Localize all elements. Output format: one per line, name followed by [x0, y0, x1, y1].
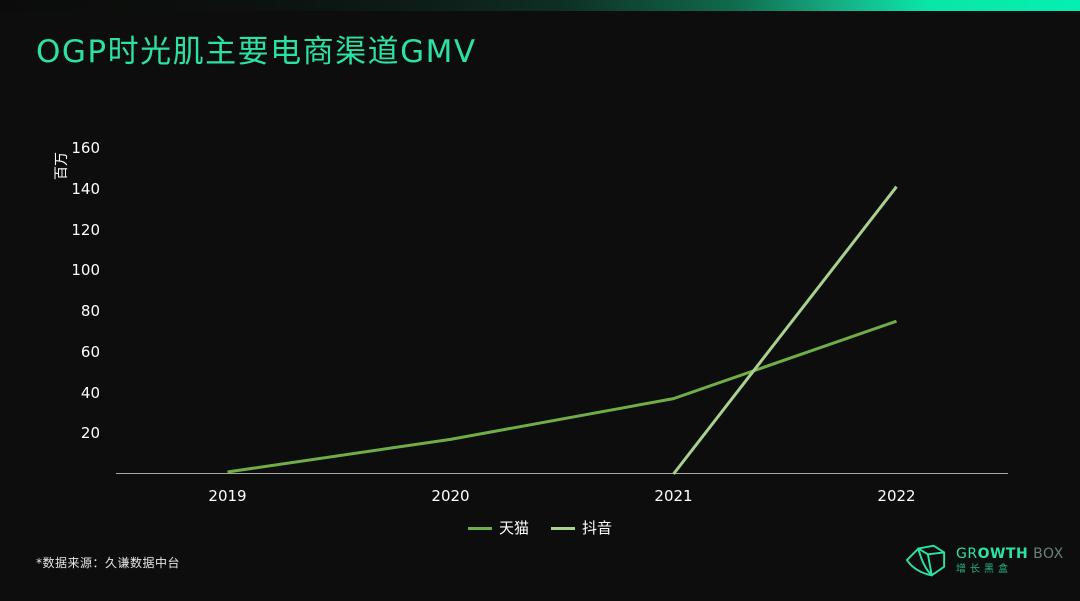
chart-legend: 天猫 抖音 — [0, 518, 1080, 538]
legend-line-swatch — [467, 526, 492, 530]
page-title: OGP时光肌主要电商渠道GMV — [36, 34, 477, 70]
top-gradient-bar — [0, 0, 1080, 11]
growth-box-logo: GROWTH BOX 增长黑盒 — [905, 540, 1064, 582]
legend-item-抖音: 抖音 — [551, 518, 612, 538]
x-tick-label: 2020 — [431, 487, 470, 505]
series-line-天猫 — [227, 319, 897, 474]
x-tick-label: 2022 — [877, 487, 916, 505]
y-tick-label: 100 — [71, 261, 100, 280]
y-tick-label: 120 — [71, 220, 100, 239]
y-tick-label: 140 — [71, 179, 100, 198]
y-tick-label: 80 — [80, 302, 100, 320]
chart-plot-svg — [116, 185, 1008, 475]
brand-name-cn: 增长黑盒 — [956, 564, 1012, 575]
legend-line-swatch — [551, 526, 575, 530]
brand-wordmark: GROWTH BOX — [956, 546, 1064, 562]
legend-item-天猫: 天猫 — [467, 518, 529, 538]
data-source-note: *数据来源：久谦数据中台 — [36, 556, 181, 570]
legend-label: 天猫 — [498, 519, 529, 537]
series-line-抖音 — [672, 185, 898, 475]
legend-label: 抖音 — [582, 519, 613, 537]
y-tick-label: 60 — [80, 342, 100, 361]
x-tick-label: 2019 — [208, 487, 247, 505]
y-tick-label: 160 — [71, 139, 100, 157]
brand-text-block: GROWTH BOX 增长黑盒 — [956, 546, 1064, 576]
y-tick-label: 40 — [80, 383, 100, 402]
brand-wordmark-suffix: BOX — [1033, 546, 1064, 562]
growth-box-cube-icon — [905, 544, 946, 577]
x-tick-label: 2021 — [654, 487, 693, 505]
y-axis-unit-label: 百万 — [54, 152, 70, 180]
brand-wordmark-prefix: GR — [956, 546, 978, 562]
y-tick-label: 20 — [80, 424, 100, 443]
brand-wordmark-bold: OWTH — [977, 546, 1029, 562]
